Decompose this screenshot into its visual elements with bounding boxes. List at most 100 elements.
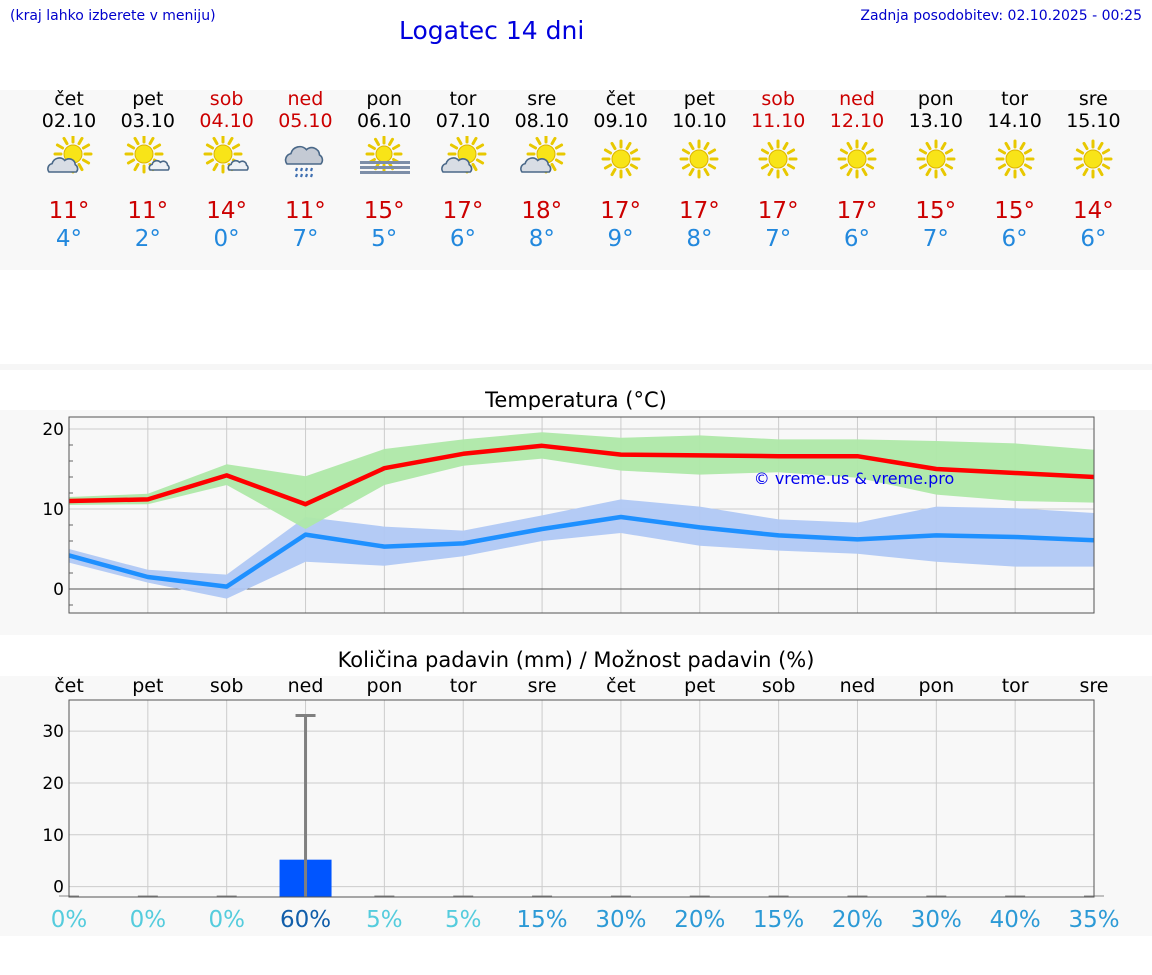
- day-name: sob: [761, 88, 795, 110]
- sun-cloud-icon: [512, 134, 572, 182]
- cloud-shape: [227, 159, 249, 171]
- category-label: tor: [450, 675, 477, 697]
- min-temperature: 7°: [765, 226, 792, 252]
- day-name: tor: [449, 88, 477, 110]
- max-temperature: 15°: [363, 198, 405, 224]
- category-label: ned: [288, 675, 324, 697]
- sun-icon: [827, 136, 887, 182]
- min-temperature: 0°: [213, 226, 240, 252]
- sun-shape: [679, 139, 719, 179]
- sun-shape: [916, 139, 956, 179]
- day-name: čet: [605, 88, 636, 110]
- min-temperature: 6°: [1001, 226, 1028, 252]
- min-temperature-band: [69, 499, 1094, 599]
- min-temperature: 6°: [1080, 226, 1107, 252]
- location-hint[interactable]: (kraj lahko izberete v meniju): [10, 8, 216, 24]
- plot-frame: [68, 416, 1095, 614]
- sun-shape: [758, 139, 798, 179]
- temperature-chart: 0 10 20 © vreme.us & vreme.pro: [42, 416, 1095, 614]
- precipitation-probability: 0%: [208, 907, 245, 933]
- min-temperature: 8°: [686, 226, 713, 252]
- category-label: pon: [918, 675, 954, 697]
- day-name: pon: [366, 88, 403, 110]
- day-name: ned: [839, 88, 875, 110]
- day-date: 03.10: [120, 110, 175, 132]
- cloud-shape: [47, 157, 79, 173]
- separator-strip: [0, 364, 1152, 370]
- max-temperature: 17°: [757, 198, 799, 224]
- cloud-shape: [519, 157, 552, 173]
- day-date: 12.10: [829, 110, 885, 132]
- max-temperature: 14°: [1073, 198, 1114, 224]
- max-temperature: 17°: [600, 198, 641, 224]
- sun-icon: [985, 136, 1045, 182]
- day-name: pet: [683, 88, 715, 110]
- day-name: sob: [209, 88, 244, 110]
- day-name: pon: [917, 88, 954, 110]
- precipitation-probability: 60%: [280, 907, 331, 933]
- max-temperature: 15°: [994, 198, 1035, 224]
- min-temperature: 4°: [55, 226, 83, 252]
- category-label: pet: [684, 675, 715, 697]
- forecast-strip: [0, 90, 1152, 270]
- sun-shape: [995, 139, 1035, 179]
- sun-icon: [748, 136, 808, 182]
- day-date: 02.10: [41, 110, 97, 132]
- sun-cloud-icon: [433, 134, 493, 182]
- category-label: pon: [367, 675, 403, 697]
- day-name: ned: [287, 88, 324, 110]
- sun-shape: [203, 134, 243, 174]
- max-temperature: 17°: [679, 198, 720, 224]
- category-label: sre: [528, 675, 557, 697]
- precipitation-probability: 20%: [674, 907, 725, 933]
- min-temperature: 6°: [843, 226, 871, 252]
- y-tick-label: 20: [42, 420, 64, 440]
- max-temperature-line: [68, 443, 1095, 507]
- max-temperature: 15°: [915, 198, 957, 224]
- sun-icon: [1063, 136, 1123, 182]
- last-updated: Zadnja posodobitev: 02.10.2025 - 00:25: [860, 8, 1142, 24]
- max-temperature: 11°: [48, 198, 90, 224]
- sun-shape: [365, 135, 403, 173]
- max-temperature: 14°: [206, 198, 247, 224]
- watermark: © vreme.us & vreme.pro: [754, 469, 955, 488]
- precipitation-probability: 35%: [1068, 907, 1119, 933]
- day-name: pet: [132, 88, 164, 110]
- precipitation-chart-band: [0, 676, 1152, 936]
- precipitation-probability: 5%: [445, 907, 482, 933]
- precipitation-chart-title: Količina padavin (mm) / Možnost padavin …: [337, 648, 815, 672]
- day-name: čet: [54, 88, 84, 110]
- precipitation-probability: 0%: [130, 907, 167, 933]
- sun-shape: [124, 134, 164, 174]
- min-temperature: 6°: [449, 226, 477, 252]
- min-temperature: 8°: [528, 226, 555, 252]
- precipitation-probability: 30%: [595, 907, 646, 933]
- plot-frame: [68, 699, 1095, 898]
- temperature-chart-title: Temperatura (°C): [485, 388, 667, 412]
- day-date: 14.10: [987, 110, 1042, 132]
- max-temperature: 18°: [521, 198, 563, 224]
- y-tick-label: 20: [42, 774, 64, 794]
- day-name: sre: [527, 88, 557, 110]
- day-name: tor: [1001, 88, 1029, 110]
- day-date: 15.10: [1066, 110, 1121, 132]
- min-temperature-line: [68, 514, 1095, 589]
- y-tick-label: 30: [42, 722, 64, 742]
- precipitation-probability: 20%: [832, 907, 883, 933]
- sun-shape: [1073, 139, 1113, 179]
- min-temperature: 7°: [922, 226, 949, 252]
- y-tick-label: 10: [42, 826, 64, 846]
- y-tick-label: 0: [53, 580, 64, 600]
- max-temperature: 11°: [127, 198, 169, 224]
- day-date: 13.10: [908, 110, 963, 132]
- day-date: 08.10: [514, 110, 569, 132]
- precipitation-probability: 15%: [753, 907, 804, 933]
- precipitation-probability: 5%: [366, 907, 403, 933]
- max-temperature: 17°: [836, 198, 878, 224]
- precipitation-probability: 15%: [517, 907, 568, 933]
- precipitation-probability: 30%: [911, 907, 962, 933]
- precipitation-chart: čet pet sob ned pon tor sre čet pet sob ned pon tor s…: [42, 675, 1119, 933]
- sun-shape: [601, 139, 641, 179]
- cloud-shape: [285, 145, 324, 165]
- sun-icon: [906, 136, 966, 182]
